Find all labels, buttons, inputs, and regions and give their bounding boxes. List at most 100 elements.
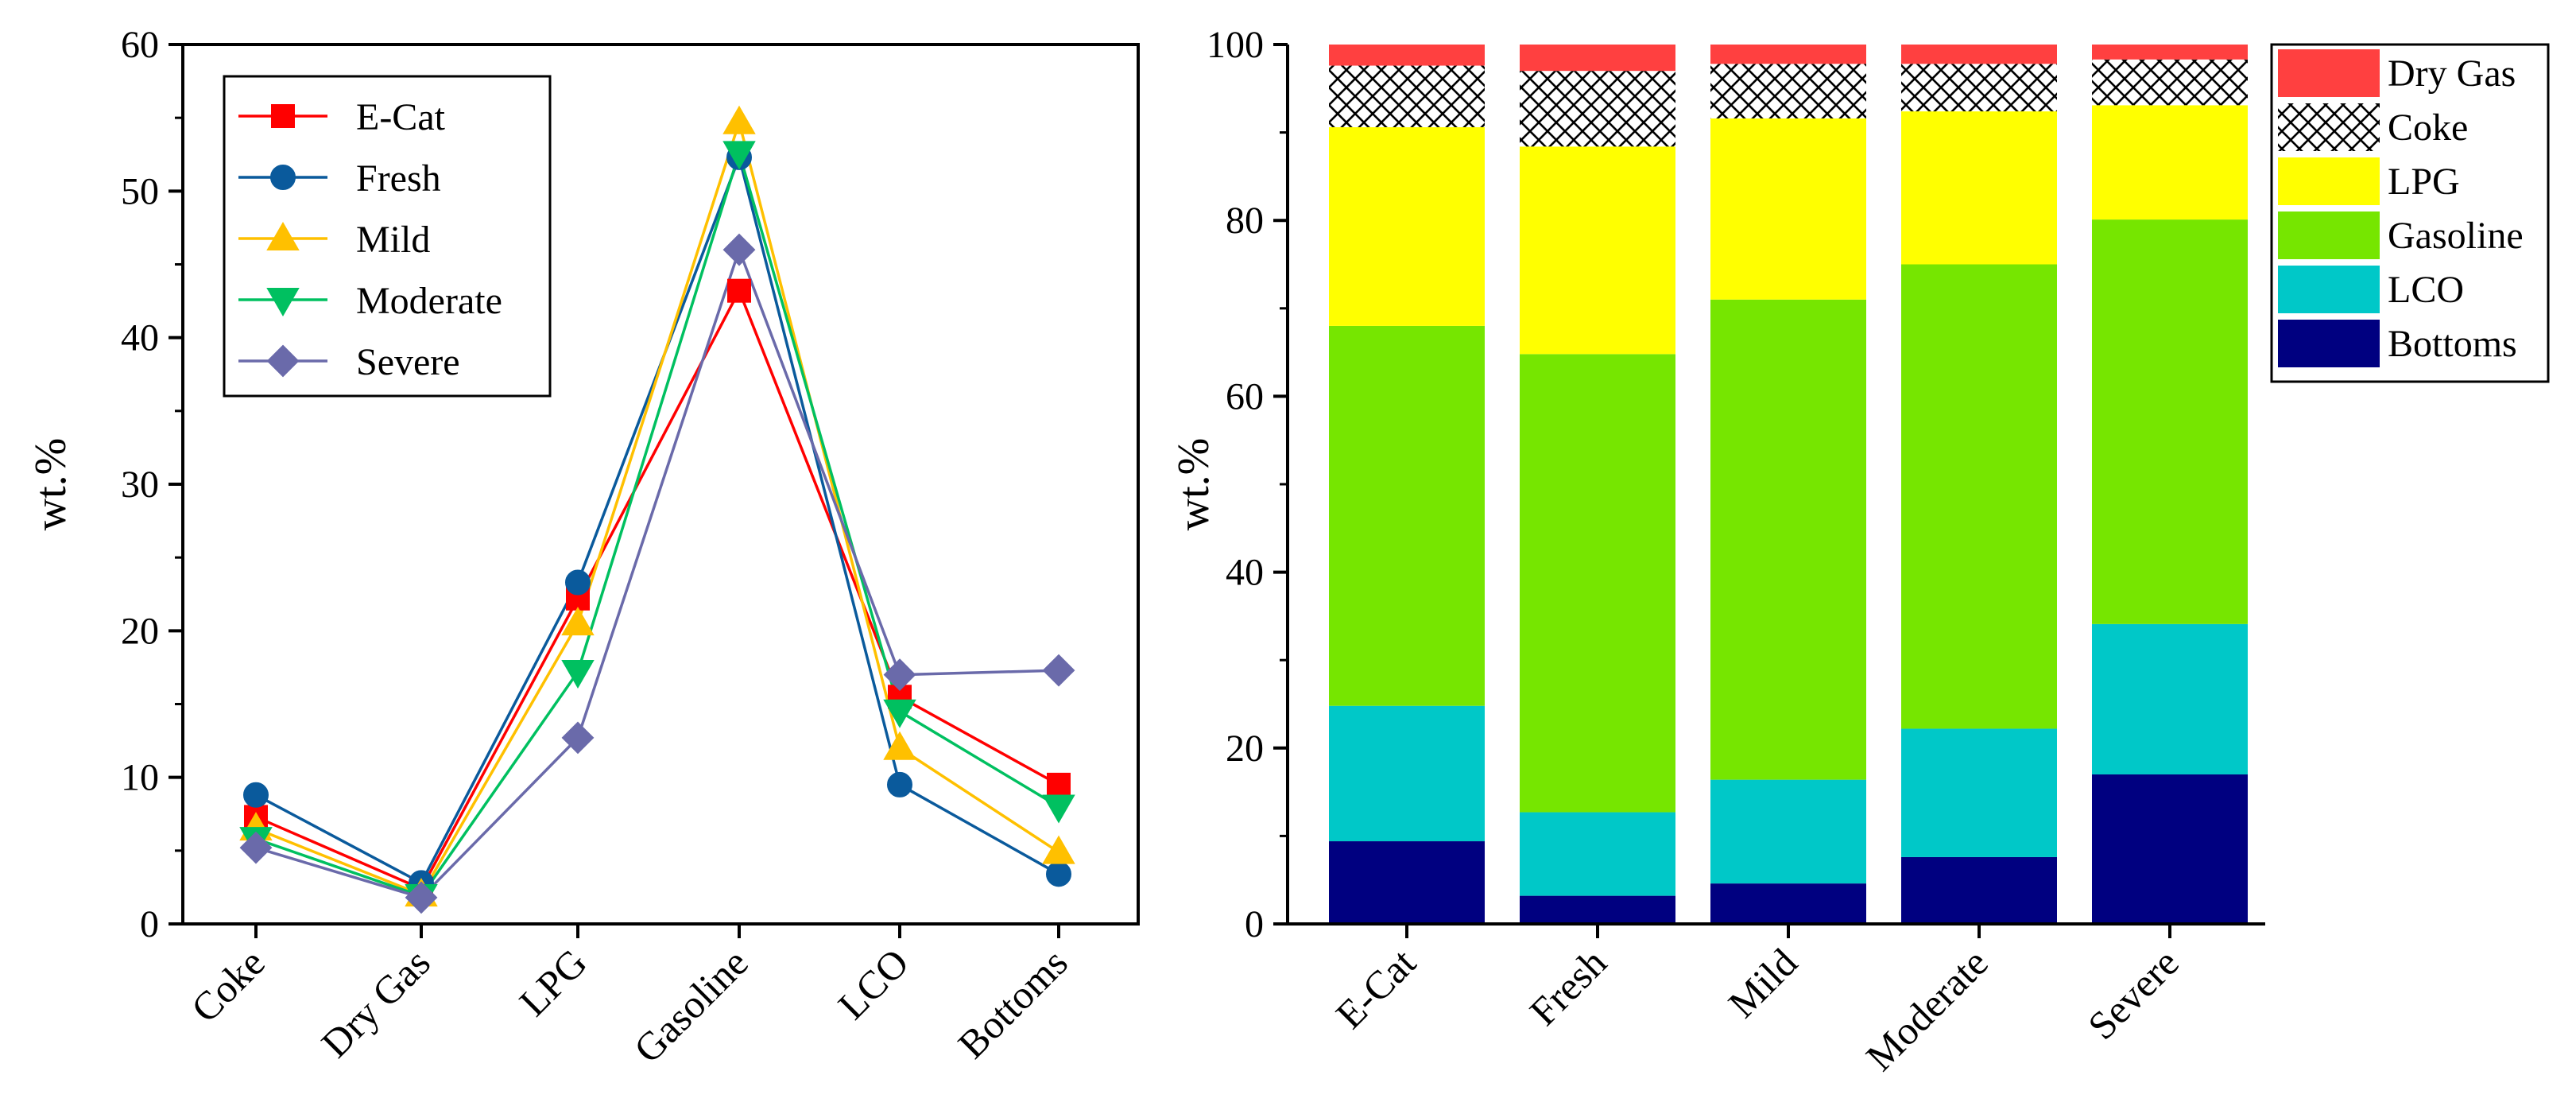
left-category-label-lpg: LPG xyxy=(510,940,595,1024)
left-category-label-lco: LCO xyxy=(829,940,916,1027)
line-chart: 0 10 20 30 40 50 60 Coke Dry Gas LPG Gasoline LCO B… xyxy=(26,24,1140,1071)
marker-fresh-bottoms xyxy=(1046,861,1071,887)
bar-moderate-bottoms xyxy=(1901,856,2057,924)
left-y-tick-label: 10 xyxy=(121,757,159,799)
bar-fresh-lco xyxy=(1520,812,1675,896)
right-category-labels: E-Cat Fresh Mild Moderate Severe xyxy=(1327,940,2187,1079)
legend-label-fresh: Fresh xyxy=(356,157,441,200)
bar-mild-gasoline xyxy=(1710,299,1866,780)
left-series-markers xyxy=(239,105,1075,914)
left-category-label-dry-gas: Dry Gas xyxy=(312,940,438,1065)
legend-label-dry-gas: Dry Gas xyxy=(2388,52,2516,95)
bar-mild-coke xyxy=(1710,64,1866,118)
bar-moderate-lco xyxy=(1901,728,2057,857)
left-series-lines xyxy=(255,117,1059,899)
bar-moderate-gasoline xyxy=(1901,264,2057,729)
right-category-label-fresh: Fresh xyxy=(1521,940,1615,1034)
line-series-mild xyxy=(255,117,1059,897)
bar-moderate-coke xyxy=(1901,64,2057,112)
left-y-tick-label: 0 xyxy=(140,903,159,945)
right-y-tick-label: 100 xyxy=(1207,24,1264,66)
bar-e-cat-dry-gas xyxy=(1329,45,1485,66)
bar-severe-dry-gas xyxy=(2092,45,2248,60)
marker-e-cat-gasoline xyxy=(727,278,751,303)
marker-severe-coke xyxy=(239,831,273,864)
legend-swatch-dry-gas xyxy=(2278,49,2380,97)
legend-label-lco: LCO xyxy=(2388,269,2464,311)
bar-e-cat-bottoms xyxy=(1329,841,1485,924)
marker-severe-lpg xyxy=(561,721,595,755)
legend-marker-e-cat xyxy=(271,104,295,128)
legend-label-mild: Mild xyxy=(356,219,430,261)
right-bars xyxy=(1329,45,2248,924)
bar-e-cat-gasoline xyxy=(1329,325,1485,706)
legend-swatch-lco xyxy=(2278,266,2380,313)
marker-severe-gasoline xyxy=(722,233,756,266)
marker-mild-lco xyxy=(883,731,916,760)
bar-moderate-lpg xyxy=(1901,111,2057,265)
left-y-tick-label: 40 xyxy=(121,317,159,359)
left-y-tick-label: 20 xyxy=(121,610,159,652)
right-category-label-e-cat: E-Cat xyxy=(1327,940,1424,1037)
marker-severe-bottoms xyxy=(1042,654,1075,687)
bar-fresh-lpg xyxy=(1520,146,1675,355)
right-category-label-severe: Severe xyxy=(2079,940,2187,1048)
bar-moderate-dry-gas xyxy=(1901,45,2057,64)
legend-label-gasoline: Gasoline xyxy=(2388,215,2524,257)
legend-label-moderate: Moderate xyxy=(356,280,502,322)
left-y-tick-label: 60 xyxy=(121,24,159,66)
bar-mild-bottoms xyxy=(1710,883,1866,924)
left-category-label-gasoline: Gasoline xyxy=(626,940,757,1071)
marker-fresh-coke xyxy=(243,782,269,808)
legend-label-lpg: LPG xyxy=(2388,161,2460,203)
bar-mild-lco xyxy=(1710,779,1866,884)
legend-label-coke: Coke xyxy=(2388,107,2468,149)
marker-moderate-lpg xyxy=(561,659,595,689)
right-tick-labels: 0 20 40 60 80 100 xyxy=(1207,24,1264,945)
right-y-tick-label: 60 xyxy=(1226,375,1264,417)
marker-severe-dry-gas xyxy=(405,881,438,914)
left-category-label-coke: Coke xyxy=(183,940,273,1030)
marker-mild-lpg xyxy=(561,607,595,636)
legend-swatch-lpg xyxy=(2278,157,2380,205)
marker-moderate-bottoms xyxy=(1042,794,1075,824)
right-y-tick-label: 0 xyxy=(1245,903,1264,945)
marker-mild-bottoms xyxy=(1042,835,1075,864)
legend-swatch-gasoline xyxy=(2278,211,2380,259)
legend-label-bottoms: Bottoms xyxy=(2388,323,2517,365)
left-y-tick-label: 50 xyxy=(121,170,159,212)
left-plot-frame xyxy=(181,43,1140,926)
bar-severe-coke xyxy=(2092,59,2248,106)
line-series-e-cat xyxy=(255,287,1059,891)
right-y-tick-label: 40 xyxy=(1226,552,1264,594)
marker-moderate-gasoline xyxy=(722,141,756,170)
bar-mild-dry-gas xyxy=(1710,45,1866,64)
stacked-bar-chart: 0 20 40 60 80 100 E-Cat Fresh Mild Moderate Sever… xyxy=(1169,24,2550,1079)
right-legend: Dry Gas Coke LPG Gasoline LCO Bottoms xyxy=(2270,43,2550,383)
legend-swatch-bottoms xyxy=(2278,320,2380,367)
legend-marker-fresh xyxy=(270,165,296,190)
bar-severe-lco xyxy=(2092,623,2248,774)
bar-fresh-bottoms xyxy=(1520,895,1675,924)
bar-severe-gasoline xyxy=(2092,219,2248,624)
legend-marker-moderate xyxy=(266,288,300,317)
marker-fresh-lco xyxy=(887,771,912,797)
bar-fresh-coke xyxy=(1520,71,1675,147)
legend-marker-severe xyxy=(266,344,300,378)
legend-label-e-cat: E-Cat xyxy=(356,96,446,138)
right-category-label-moderate: Moderate xyxy=(1857,940,1997,1079)
left-legend: E-Cat Fresh Mild Moderate Severe xyxy=(223,75,552,398)
legend-label-severe: Severe xyxy=(356,341,460,383)
bar-severe-bottoms xyxy=(2092,774,2248,924)
left-y-tick-label: 30 xyxy=(121,464,159,506)
right-category-label-mild: Mild xyxy=(1719,940,1805,1026)
left-category-labels: Coke Dry Gas LPG Gasoline LCO Bottoms xyxy=(183,940,1076,1071)
bar-mild-lpg xyxy=(1710,118,1866,300)
marker-fresh-lpg xyxy=(565,569,591,596)
marker-e-cat-bottoms xyxy=(1047,772,1071,797)
marker-mild-gasoline xyxy=(722,105,756,134)
left-y-axis-title: wt.% xyxy=(26,438,76,531)
marker-moderate-lco xyxy=(883,699,916,728)
bar-severe-lpg xyxy=(2092,105,2248,220)
